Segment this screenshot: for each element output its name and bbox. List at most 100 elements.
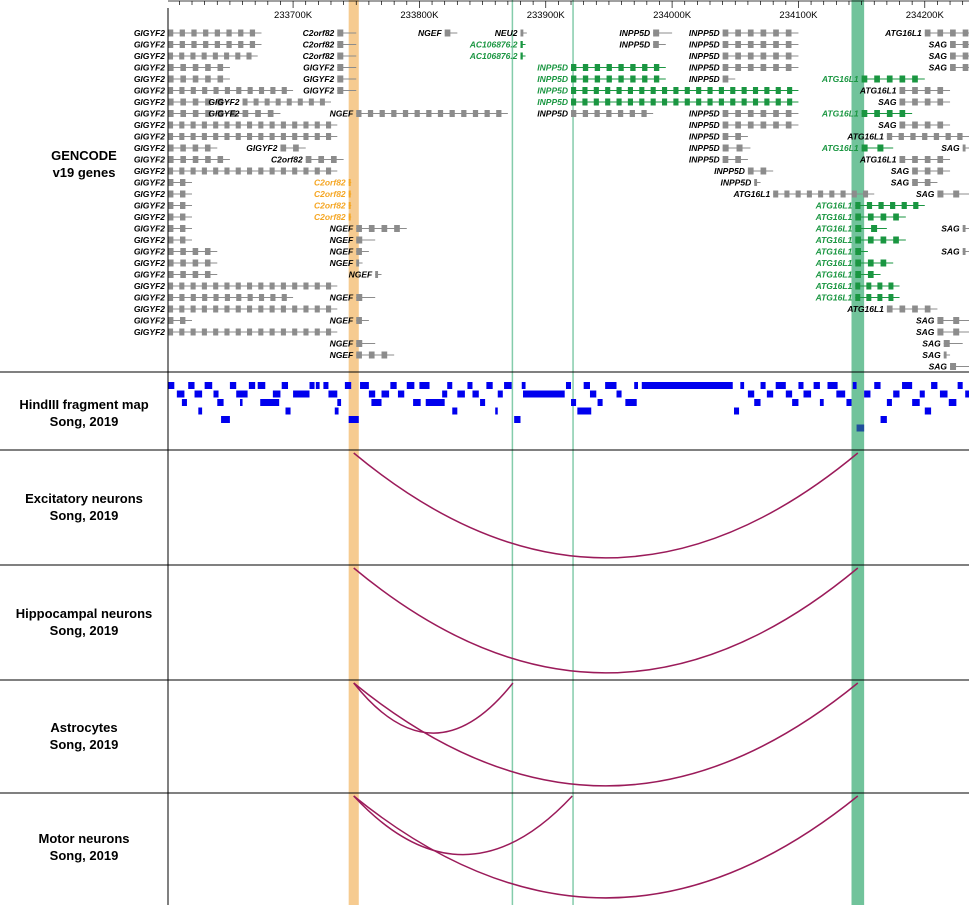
gene-label-ngef: NGEF bbox=[330, 293, 354, 303]
gene-exon bbox=[426, 110, 432, 117]
gene-exon bbox=[348, 213, 351, 221]
gene-label-c2orf82: C2orf82 bbox=[314, 189, 346, 199]
gene-exon bbox=[962, 64, 969, 71]
gene-label-gigyf2: GIGYF2 bbox=[303, 63, 334, 73]
gene-model: INPP5D bbox=[689, 63, 799, 73]
hindiii-fragment bbox=[486, 382, 493, 389]
gene-model: SAG bbox=[922, 350, 951, 360]
gene-exon bbox=[280, 133, 286, 140]
gene-exon bbox=[280, 305, 286, 313]
gene-exon bbox=[718, 98, 724, 106]
gene-exon bbox=[275, 98, 281, 106]
gene-exon bbox=[368, 225, 375, 232]
gene-label-gigyf2: GIGYF2 bbox=[134, 281, 165, 291]
gene-exon bbox=[867, 213, 874, 221]
gene-exon bbox=[785, 121, 792, 129]
gene-exon bbox=[368, 351, 375, 359]
interaction-arc-mot-1 bbox=[353, 795, 859, 899]
gene-exon bbox=[217, 98, 224, 106]
gene-model: GIGYF2 bbox=[134, 51, 258, 61]
gene-exon bbox=[818, 190, 824, 198]
hindiii-fragment bbox=[213, 390, 219, 398]
gene-model: GIGYF2 bbox=[134, 166, 338, 176]
gene-exon bbox=[180, 156, 186, 163]
gene-exon bbox=[326, 167, 332, 175]
gene-model: INPP5D bbox=[721, 178, 761, 188]
gene-exon bbox=[235, 121, 241, 129]
gene-exon bbox=[168, 41, 174, 48]
gene-exon bbox=[642, 64, 648, 71]
hindiii-fragment bbox=[248, 382, 256, 389]
gene-label-sag: SAG bbox=[941, 247, 960, 257]
gene-model: ATG16L1 bbox=[815, 293, 900, 303]
gene-exon bbox=[168, 248, 174, 255]
gene-model: GIGYF2 bbox=[134, 304, 338, 314]
gene-exon bbox=[924, 156, 931, 163]
gene-model: ATG16L1 bbox=[846, 304, 938, 314]
gene-exon bbox=[326, 305, 332, 313]
hindiii-fragment bbox=[413, 399, 421, 406]
gene-exon bbox=[735, 29, 741, 37]
gene-exon bbox=[168, 259, 174, 267]
gene-exon bbox=[168, 156, 174, 163]
gene-exon bbox=[684, 87, 690, 94]
gene-label-gigyf2: GIGYF2 bbox=[134, 316, 165, 326]
gene-model: C2orf82 bbox=[303, 51, 357, 61]
hindiii-fragment bbox=[272, 390, 281, 398]
gene-exon bbox=[214, 29, 221, 37]
gene-exon bbox=[707, 87, 713, 94]
gene-exon bbox=[855, 294, 861, 301]
hindiii-fragment bbox=[204, 382, 213, 389]
gene-exon bbox=[205, 156, 211, 163]
hindiii-fragment bbox=[447, 382, 453, 389]
gene-model: GIGYF2 bbox=[134, 212, 193, 222]
hindiii-fragment bbox=[880, 416, 887, 423]
gene-exon bbox=[877, 294, 883, 301]
interaction-arc-ast-0 bbox=[353, 682, 514, 734]
gene-exon bbox=[735, 133, 741, 140]
gene-exon bbox=[258, 87, 265, 94]
gene-model: GIGYF2 bbox=[134, 281, 338, 291]
gene-exon bbox=[650, 98, 656, 106]
gene-label-inpp5d: INPP5D bbox=[537, 86, 568, 96]
gene-label-gigyf2: GIGYF2 bbox=[134, 201, 165, 211]
gene-exon bbox=[866, 294, 872, 301]
gene-label-atg16l1: ATG16L1 bbox=[732, 189, 770, 199]
gene-exon bbox=[629, 110, 635, 117]
gene-label-inpp5d: INPP5D bbox=[537, 109, 568, 119]
gene-model: ATG16L1 bbox=[815, 270, 881, 280]
hindiii-fragment bbox=[565, 382, 572, 389]
gene-model: GIGYF2 bbox=[134, 178, 193, 188]
gene-exon bbox=[280, 328, 286, 336]
gene-exon bbox=[253, 98, 259, 106]
gene-exon bbox=[192, 64, 199, 71]
hindiii-fragment bbox=[368, 390, 376, 398]
gene-label-gigyf2: GIGYF2 bbox=[134, 178, 165, 188]
gene-model: NGEF bbox=[330, 339, 376, 349]
gene-model: INPP5D bbox=[537, 97, 799, 107]
gene-exon bbox=[924, 121, 931, 129]
hindiii-fragment bbox=[406, 382, 415, 389]
gene-exon bbox=[356, 259, 360, 267]
gene-exon bbox=[213, 305, 219, 313]
gene-model: INPP5D bbox=[689, 143, 751, 153]
gene-exon bbox=[348, 179, 351, 186]
gene-exon bbox=[898, 133, 904, 140]
gencode-gene-track: GIGYF2 C2orf82 NGEF NEU2 INPP5D INPP5D ATG16L1… bbox=[134, 28, 969, 372]
hindiii-fragment bbox=[260, 399, 280, 406]
gene-exon bbox=[867, 271, 874, 278]
gene-exon bbox=[877, 144, 884, 152]
gene-exon bbox=[308, 98, 314, 106]
gene-model: INPP5D bbox=[689, 132, 748, 142]
hindiii-fragment bbox=[168, 382, 175, 389]
track-label-astrocytes-line2: Song, 2019 bbox=[50, 737, 119, 752]
gene-label-atg16l1: ATG16L1 bbox=[815, 212, 853, 222]
gene-model: INPP5D bbox=[689, 74, 736, 84]
gene-model: ATG16L1 bbox=[815, 247, 868, 257]
gene-exon bbox=[722, 52, 729, 60]
gene-exon bbox=[893, 236, 899, 244]
gene-exon bbox=[292, 133, 298, 140]
hindiii-fragment bbox=[360, 382, 369, 389]
gene-exon bbox=[653, 41, 659, 48]
gene-model: SAG bbox=[941, 143, 969, 153]
